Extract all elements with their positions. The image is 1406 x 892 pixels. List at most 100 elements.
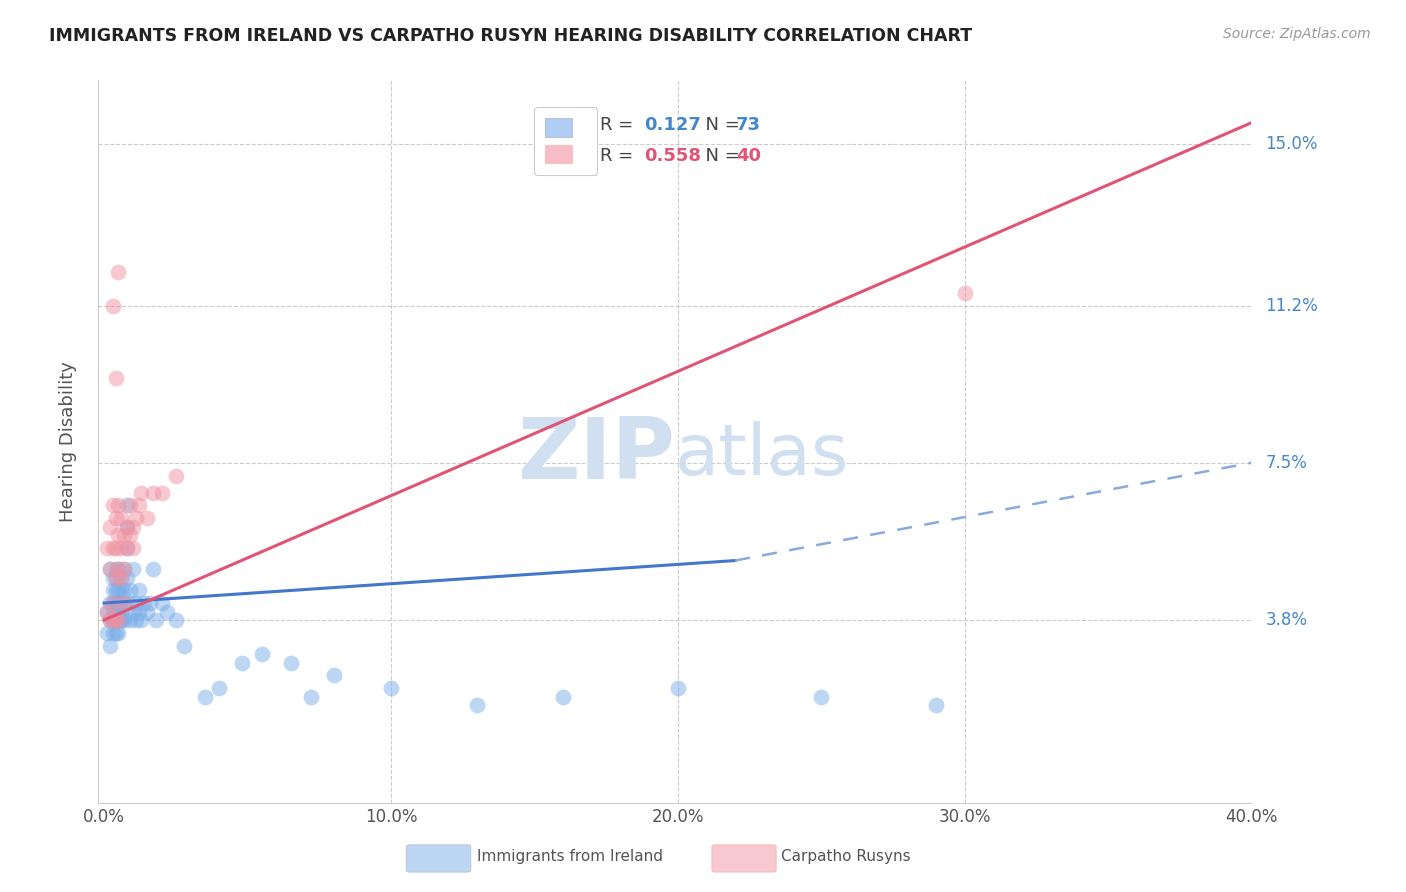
Point bbox=[128, 605, 150, 619]
Point bbox=[112, 613, 135, 627]
Point bbox=[104, 371, 127, 385]
Point bbox=[110, 583, 132, 598]
Point bbox=[101, 613, 124, 627]
Point bbox=[110, 511, 132, 525]
Point bbox=[107, 605, 129, 619]
Point bbox=[110, 605, 132, 619]
Text: Immigrants from Ireland: Immigrants from Ireland bbox=[477, 849, 662, 864]
Point bbox=[104, 605, 127, 619]
Point bbox=[139, 596, 162, 610]
FancyBboxPatch shape bbox=[406, 845, 471, 872]
Point bbox=[299, 690, 322, 704]
Point bbox=[465, 698, 488, 712]
Point bbox=[131, 613, 153, 627]
Point bbox=[107, 596, 129, 610]
Point bbox=[101, 605, 124, 619]
Point bbox=[101, 625, 124, 640]
Point bbox=[112, 583, 135, 598]
Point bbox=[115, 519, 138, 533]
Text: 0.127: 0.127 bbox=[644, 117, 700, 135]
Point bbox=[118, 613, 141, 627]
Text: N =: N = bbox=[695, 147, 747, 166]
Point bbox=[322, 668, 344, 682]
Point bbox=[953, 285, 976, 300]
Point bbox=[101, 583, 124, 598]
Point bbox=[118, 583, 141, 598]
Point bbox=[107, 613, 129, 627]
Text: ZIP: ZIP bbox=[517, 415, 675, 498]
Point bbox=[107, 613, 129, 627]
Legend: , : , bbox=[534, 107, 598, 175]
Point bbox=[104, 596, 127, 610]
Point bbox=[118, 528, 141, 542]
Point bbox=[208, 681, 231, 695]
Text: Carpatho Rusyns: Carpatho Rusyns bbox=[780, 849, 911, 864]
Point bbox=[121, 605, 143, 619]
Point bbox=[98, 613, 121, 627]
Point bbox=[98, 613, 121, 627]
Point bbox=[380, 681, 402, 695]
Point bbox=[136, 511, 159, 525]
Point bbox=[98, 639, 121, 653]
Point bbox=[96, 605, 118, 619]
Point bbox=[104, 541, 127, 555]
Point bbox=[101, 613, 124, 627]
Point bbox=[112, 596, 135, 610]
Point bbox=[96, 541, 118, 555]
Point bbox=[121, 562, 143, 576]
Point bbox=[666, 681, 689, 695]
Text: 73: 73 bbox=[735, 117, 761, 135]
Point bbox=[101, 570, 124, 584]
Point bbox=[165, 613, 187, 627]
Point bbox=[112, 562, 135, 576]
Point bbox=[112, 562, 135, 576]
Text: 40: 40 bbox=[735, 147, 761, 166]
Text: R =: R = bbox=[600, 147, 638, 166]
Text: 0.558: 0.558 bbox=[644, 147, 700, 166]
Point bbox=[104, 511, 127, 525]
Point bbox=[104, 570, 127, 584]
Point bbox=[125, 596, 148, 610]
Y-axis label: Hearing Disability: Hearing Disability bbox=[59, 361, 77, 522]
Point bbox=[101, 596, 124, 610]
Point bbox=[128, 498, 150, 512]
Point bbox=[101, 299, 124, 313]
Point bbox=[107, 583, 129, 598]
Text: 7.5%: 7.5% bbox=[1265, 454, 1308, 472]
Point bbox=[107, 613, 129, 627]
Point bbox=[96, 605, 118, 619]
Point bbox=[165, 468, 187, 483]
Point bbox=[121, 519, 143, 533]
Point bbox=[136, 605, 159, 619]
Point bbox=[98, 562, 121, 576]
Point bbox=[98, 519, 121, 533]
Point bbox=[142, 485, 165, 500]
Point bbox=[125, 613, 148, 627]
Point bbox=[231, 656, 253, 670]
Point bbox=[142, 562, 165, 576]
Point bbox=[98, 596, 121, 610]
Text: R =: R = bbox=[600, 117, 638, 135]
Point bbox=[118, 596, 141, 610]
Point bbox=[115, 498, 138, 512]
Text: atlas: atlas bbox=[675, 422, 849, 491]
Point bbox=[250, 647, 273, 661]
Text: 3.8%: 3.8% bbox=[1265, 611, 1308, 629]
Point bbox=[104, 613, 127, 627]
Point bbox=[101, 541, 124, 555]
Point bbox=[107, 562, 129, 576]
Point bbox=[110, 596, 132, 610]
Point bbox=[112, 596, 135, 610]
Point bbox=[115, 519, 138, 533]
Text: 11.2%: 11.2% bbox=[1265, 296, 1317, 315]
Point bbox=[810, 690, 832, 704]
Point bbox=[112, 528, 135, 542]
Point bbox=[118, 498, 141, 512]
Point bbox=[134, 596, 156, 610]
Text: IMMIGRANTS FROM IRELAND VS CARPATHO RUSYN HEARING DISABILITY CORRELATION CHART: IMMIGRANTS FROM IRELAND VS CARPATHO RUSY… bbox=[49, 27, 973, 45]
FancyBboxPatch shape bbox=[711, 845, 776, 872]
Point bbox=[173, 639, 195, 653]
Point bbox=[101, 596, 124, 610]
Text: Source: ZipAtlas.com: Source: ZipAtlas.com bbox=[1223, 27, 1371, 41]
Point bbox=[280, 656, 302, 670]
